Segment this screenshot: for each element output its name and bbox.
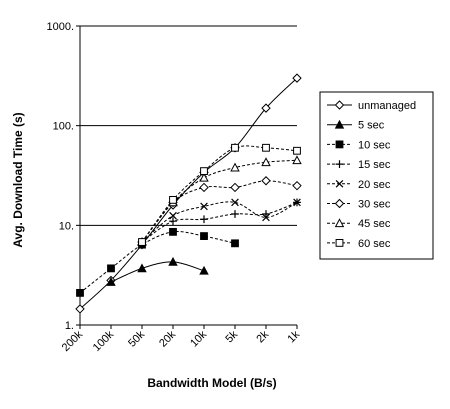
data-point — [262, 143, 270, 152]
legend-label: 45 sec — [358, 218, 391, 230]
data-point — [231, 210, 239, 218]
x-tick-label: 20k — [157, 328, 178, 349]
y-tick-label: 100. — [53, 121, 74, 133]
series-lines — [75, 73, 302, 314]
series-15-sec — [138, 198, 301, 246]
data-point — [169, 211, 177, 220]
data-point — [261, 157, 271, 167]
legend-item: 10 sec — [327, 139, 391, 151]
legend-label: 15 sec — [358, 159, 391, 171]
series-unmanaged — [75, 73, 302, 314]
legend-item: 60 sec — [327, 238, 391, 250]
data-point — [261, 103, 271, 113]
series-line — [110, 261, 205, 283]
legend-item: unmanaged — [327, 100, 416, 112]
data-point — [138, 238, 146, 246]
x-tick-label: 10k — [188, 328, 209, 349]
series-60-sec — [138, 143, 301, 246]
legend-label: unmanaged — [358, 100, 416, 112]
series-line — [141, 201, 298, 243]
y-tick-labels: 1. 10. 100. 1000. — [46, 21, 74, 332]
data-point — [334, 119, 345, 129]
data-point — [168, 256, 178, 266]
x-tick-label: 50k — [126, 328, 147, 349]
gridlines — [80, 25, 297, 226]
legend-label: 5 sec — [358, 120, 385, 132]
data-point — [261, 176, 271, 186]
legend: unmanaged 5 sec 10 sec 15 sec 20 sec 30 sec 45… — [319, 91, 434, 260]
legend-item: 5 sec — [327, 120, 385, 132]
data-point — [334, 218, 345, 228]
data-point — [292, 73, 302, 83]
x-tick-label: 200k — [60, 328, 86, 354]
data-point — [199, 182, 209, 193]
data-point — [200, 202, 208, 211]
y-axis-title: Avg. Download Time (s) — [11, 112, 25, 247]
data-point — [200, 167, 208, 176]
x-axis-title: Bandwidth Model (B/s) — [147, 376, 276, 390]
series-5-sec — [106, 256, 209, 286]
data-point — [199, 265, 209, 275]
data-point — [76, 288, 84, 297]
series-line — [141, 201, 298, 243]
data-point — [231, 198, 239, 207]
data-point — [230, 162, 240, 172]
data-point — [200, 232, 208, 240]
legend-label: 30 sec — [358, 199, 391, 211]
axes — [76, 25, 298, 329]
legend-box — [319, 91, 434, 260]
data-point — [334, 198, 345, 209]
x-tick-label: 5k — [223, 328, 240, 345]
y-tick-label: 1000. — [46, 21, 74, 33]
data-point — [262, 210, 270, 218]
data-point — [169, 227, 177, 236]
data-point — [231, 143, 239, 152]
data-point — [107, 264, 115, 273]
data-point — [335, 140, 344, 149]
series-10-sec — [76, 227, 239, 297]
data-point — [262, 213, 270, 222]
data-point — [292, 180, 302, 191]
data-point — [335, 239, 344, 247]
legend-label: 20 sec — [358, 179, 391, 191]
legend-item: 30 sec — [327, 199, 391, 211]
data-point — [231, 239, 239, 248]
data-point — [199, 172, 209, 182]
data-point — [75, 304, 85, 314]
series-line — [141, 159, 298, 243]
data-point — [169, 217, 177, 226]
legend-item: 15 sec — [327, 159, 391, 171]
data-point — [335, 179, 344, 188]
series-line — [141, 180, 298, 243]
legend-label: 60 sec — [358, 238, 391, 250]
y-tick-label: 1. — [65, 320, 74, 332]
x-tick-label: 1k — [285, 328, 302, 345]
legend-label: 10 sec — [358, 139, 391, 151]
series-line — [79, 231, 236, 294]
data-point — [230, 182, 240, 193]
series-line — [79, 77, 298, 310]
x-tick-label: 100k — [91, 328, 117, 354]
data-point — [334, 100, 345, 110]
series-45-sec — [137, 155, 302, 246]
data-point — [292, 155, 302, 165]
data-point — [106, 277, 116, 286]
data-point — [137, 263, 147, 273]
legend-item: 45 sec — [327, 218, 391, 230]
x-tick-label: 2k — [254, 328, 271, 345]
y-tick-label: 10. — [59, 220, 74, 232]
data-point — [293, 198, 301, 207]
series-20-sec — [138, 198, 301, 246]
legend-item: 20 sec — [327, 179, 391, 191]
data-point — [169, 195, 177, 204]
data-point — [335, 160, 344, 168]
x-tick-labels: 200k 100k 50k 20k 10k 5k 2k 1k — [60, 328, 303, 354]
data-point — [200, 215, 208, 224]
data-point — [293, 146, 301, 155]
